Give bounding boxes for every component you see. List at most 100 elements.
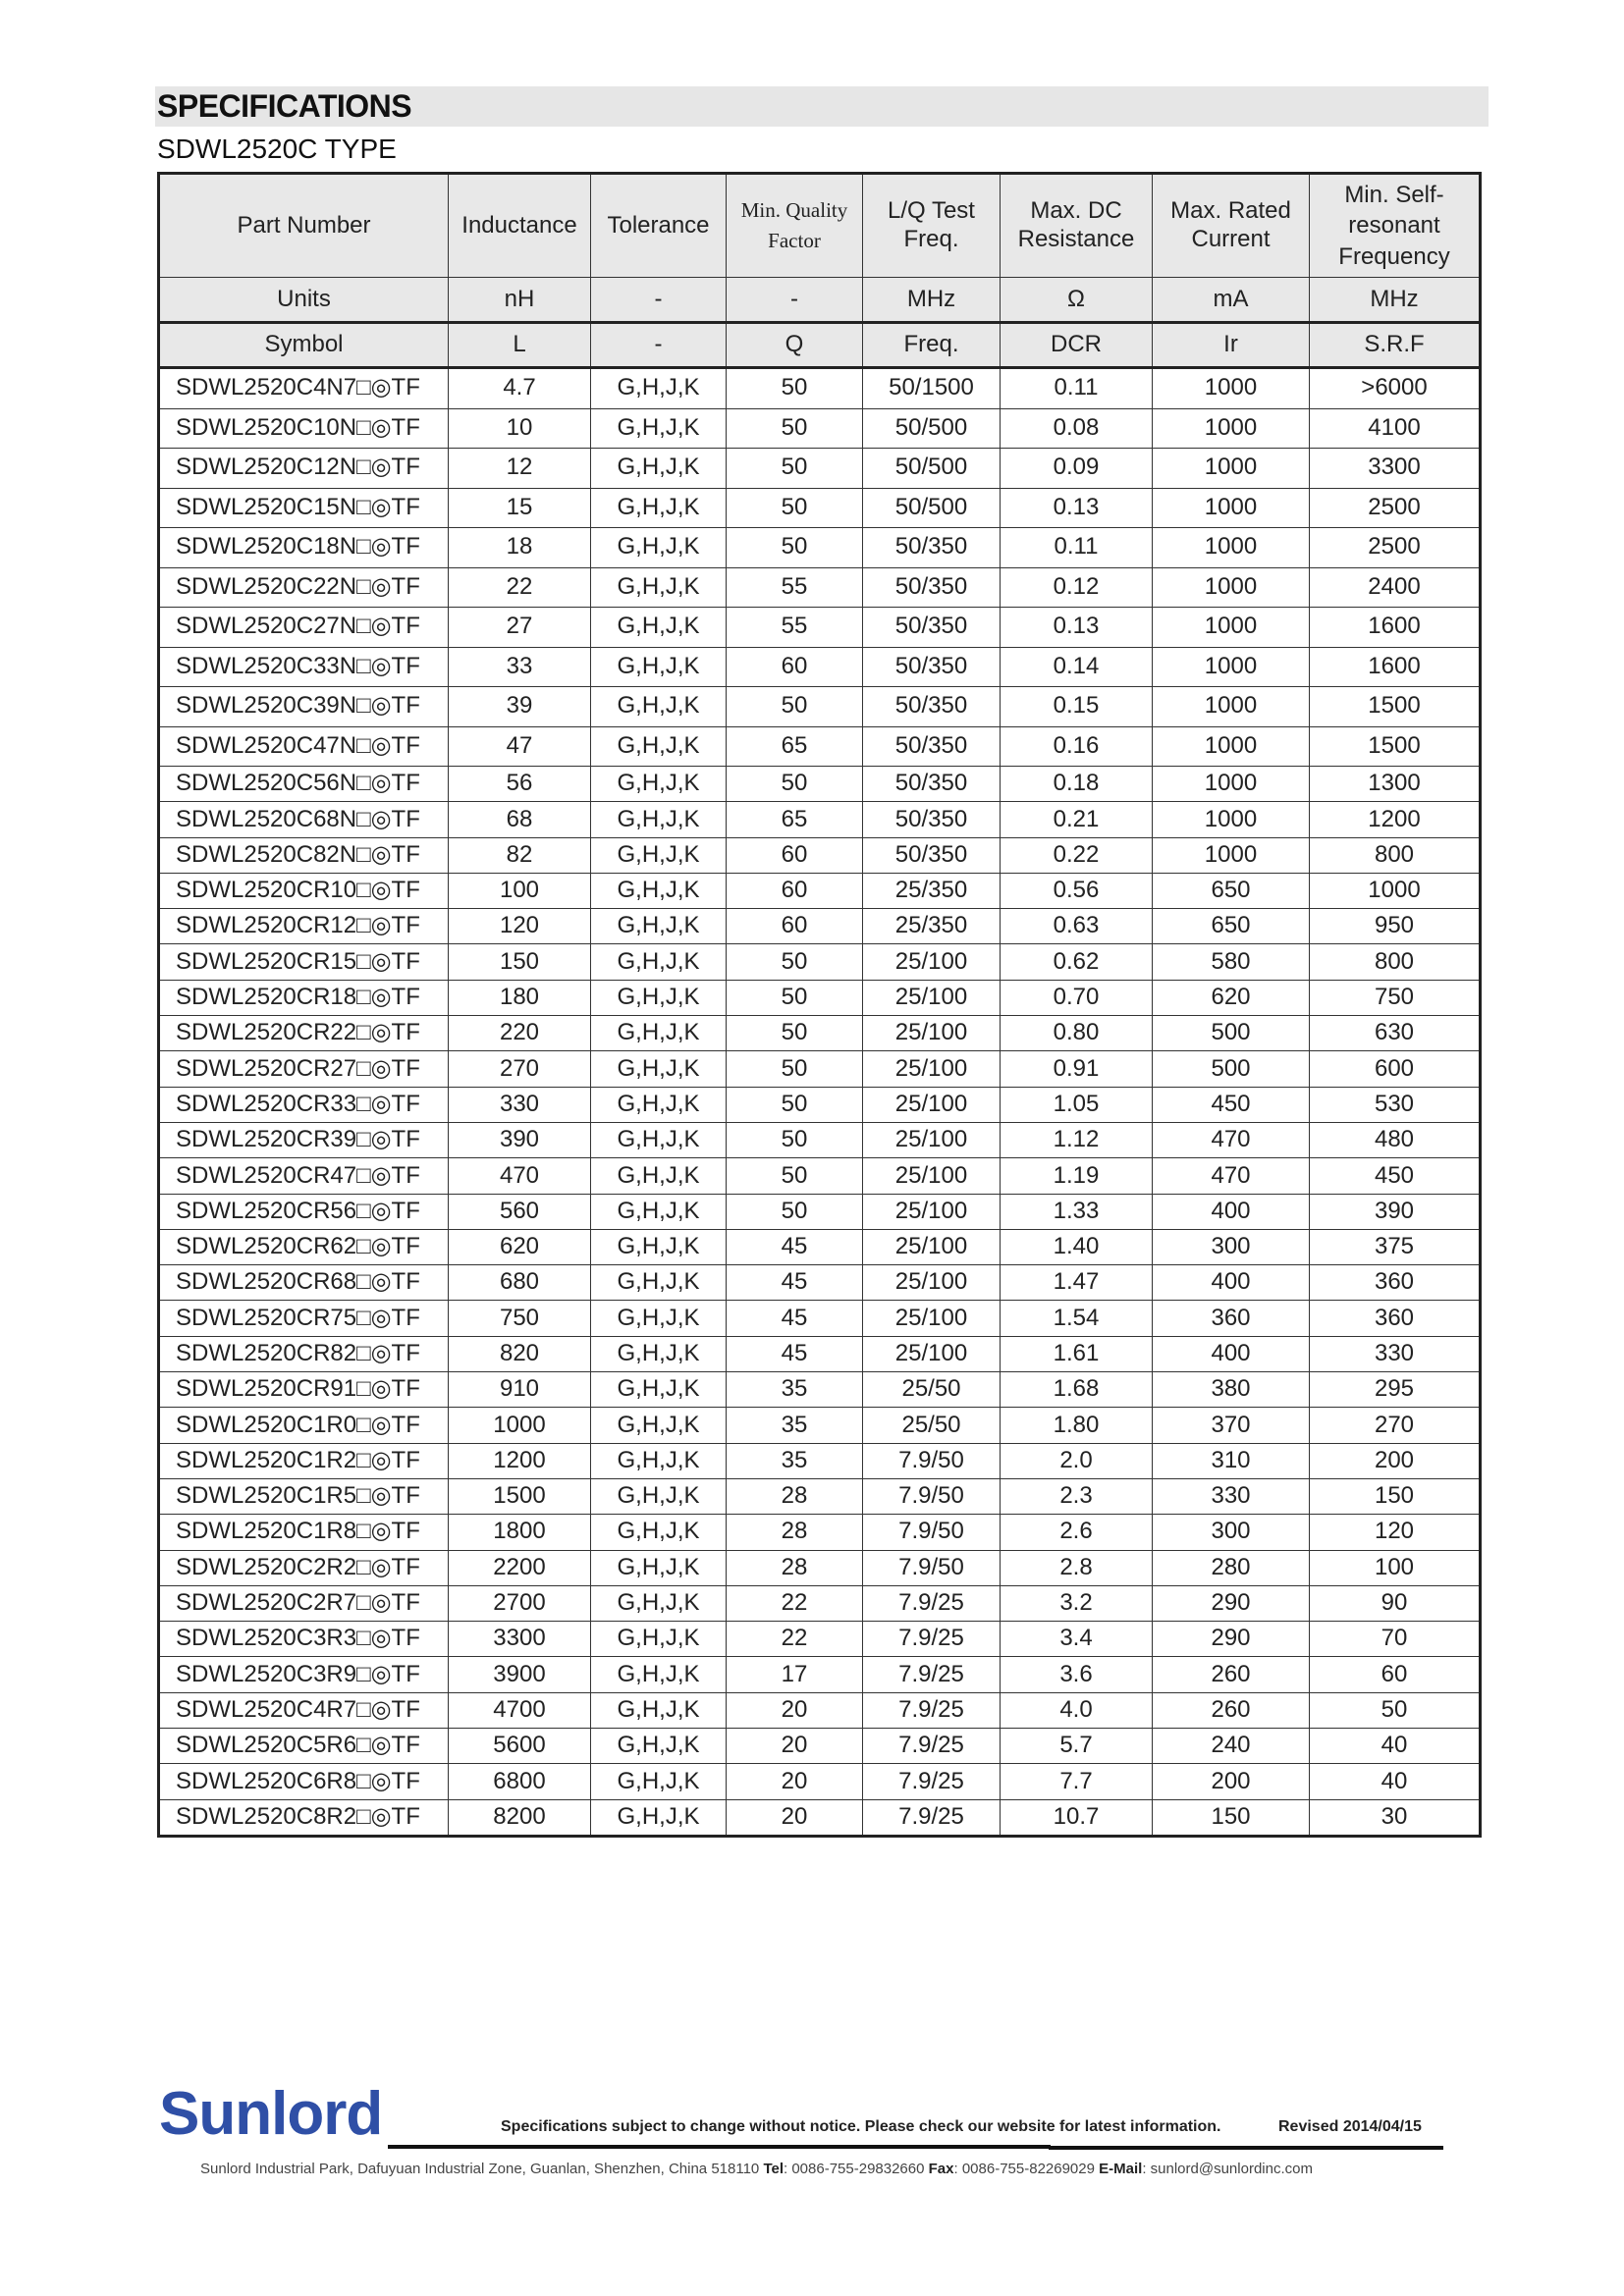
value-cell: 50/500: [862, 448, 1001, 489]
value-cell: 1000: [1152, 765, 1310, 803]
value-cell: G,H,J,K: [590, 1228, 727, 1266]
value-cell: 25/100: [862, 979, 1001, 1017]
value-cell: 4.0: [1000, 1691, 1153, 1730]
value-cell: 0.70: [1000, 979, 1153, 1017]
value-cell: 50/350: [862, 801, 1001, 838]
value-cell: 0.11: [1000, 367, 1153, 409]
value-cell: 750: [448, 1300, 591, 1337]
value-cell: G,H,J,K: [590, 1264, 727, 1302]
value-cell: 620: [1152, 979, 1310, 1017]
value-cell: 20: [726, 1728, 863, 1765]
value-cell: G,H,J,K: [590, 607, 727, 648]
value-cell: 820: [448, 1335, 591, 1373]
value-cell: 370: [1152, 1407, 1310, 1444]
value-cell: 390: [448, 1121, 591, 1159]
value-cell: 25/350: [862, 872, 1001, 910]
value-cell: 2500: [1309, 487, 1481, 528]
tel: : 0086-755-29832660: [784, 2161, 925, 2177]
value-cell: G,H,J,K: [590, 1442, 727, 1479]
value-cell: 1200: [448, 1442, 591, 1479]
revision-date: Revised 2014/04/15: [1278, 2118, 1422, 2135]
value-cell: G,H,J,K: [590, 765, 727, 803]
value-cell: 70: [1309, 1621, 1481, 1658]
value-cell: 580: [1152, 943, 1310, 981]
value-cell: G,H,J,K: [590, 1728, 727, 1765]
value-cell: 530: [1309, 1086, 1481, 1123]
fax: : 0086-755-82269029: [953, 2161, 1095, 2177]
value-cell: 50: [726, 487, 863, 528]
value-cell: 50: [1309, 1691, 1481, 1730]
part-number-cell: SDWL2520CR10□◎TF: [158, 872, 449, 910]
value-cell: 25/50: [862, 1407, 1001, 1444]
value-cell: 630: [1309, 1015, 1481, 1052]
value-cell: 1000: [1152, 566, 1310, 608]
value-cell: G,H,J,K: [590, 801, 727, 838]
value-cell: G,H,J,K: [590, 908, 727, 945]
value-cell: 50/350: [862, 836, 1001, 874]
email: : sunlord@sunlordinc.com: [1142, 2161, 1313, 2177]
value-cell: 7.9/50: [862, 1549, 1001, 1586]
value-cell: 360: [1309, 1264, 1481, 1302]
value-cell: 25/100: [862, 1300, 1001, 1337]
value-cell: 45: [726, 1264, 863, 1302]
part-number-cell: SDWL2520C2R2□◎TF: [158, 1549, 449, 1586]
value-cell: 28: [726, 1477, 863, 1516]
value-cell: 180: [448, 979, 591, 1017]
value-cell: 270: [448, 1050, 591, 1088]
value-cell: 3.6: [1000, 1656, 1153, 1693]
value-cell: 10: [448, 407, 591, 449]
value-cell: G,H,J,K: [590, 1549, 727, 1586]
value-cell: 25/100: [862, 1157, 1001, 1195]
value-cell: G,H,J,K: [590, 943, 727, 981]
value-cell: 7.9/50: [862, 1514, 1001, 1551]
value-cell: 0.22: [1000, 836, 1153, 874]
value-cell: 0.14: [1000, 646, 1153, 687]
value-cell: G,H,J,K: [590, 566, 727, 608]
value-cell: 2700: [448, 1584, 591, 1623]
value-cell: G,H,J,K: [590, 836, 727, 874]
value-cell: 50: [726, 367, 863, 409]
value-cell: 60: [726, 872, 863, 910]
table-row: SDWL2520CR18□◎TF 180 G,H,J,K 50 25/100 0.70 62…: [158, 979, 1481, 1017]
value-cell: 12: [448, 448, 591, 489]
value-cell: 22: [726, 1584, 863, 1623]
value-cell: 45: [726, 1335, 863, 1373]
value-cell: G,H,J,K: [590, 1656, 727, 1693]
table-row: SDWL2520CR47□◎TF 470 G,H,J,K 50 25/100 1.19 47…: [158, 1157, 1481, 1195]
part-number-cell: SDWL2520CR56□◎TF: [158, 1193, 449, 1230]
value-cell: 120: [448, 908, 591, 945]
value-cell: 50/350: [862, 765, 1001, 803]
value-cell: 390: [1309, 1193, 1481, 1230]
column-header: Max. Rated Current: [1152, 173, 1310, 278]
part-number-cell: SDWL2520C22N□◎TF: [158, 566, 449, 608]
value-cell: 300: [1152, 1514, 1310, 1551]
table-row: SDWL2520C12N□◎TF 12 G,H,J,K 50 50/500 0.09 100…: [158, 448, 1481, 489]
value-cell: G,H,J,K: [590, 487, 727, 528]
value-cell: 600: [1309, 1050, 1481, 1088]
value-cell: 56: [448, 765, 591, 803]
value-cell: 0.18: [1000, 765, 1153, 803]
part-number-cell: SDWL2520C4R7□◎TF: [158, 1691, 449, 1730]
table-row: SDWL2520CR39□◎TF 390 G,H,J,K 50 25/100 1.12 47…: [158, 1121, 1481, 1159]
value-cell: G,H,J,K: [590, 1086, 727, 1123]
part-number-cell: SDWL2520C1R8□◎TF: [158, 1514, 449, 1551]
value-cell: 7.9/50: [862, 1442, 1001, 1479]
table-row: SDWL2520C8R2□◎TF 8200 G,H,J,K 20 7.9/25 10.7 1…: [158, 1798, 1481, 1837]
value-cell: 0.08: [1000, 407, 1153, 449]
value-cell: 380: [1152, 1371, 1310, 1409]
value-cell: G,H,J,K: [590, 1121, 727, 1159]
part-number-cell: SDWL2520C12N□◎TF: [158, 448, 449, 489]
part-number-cell: SDWL2520C56N□◎TF: [158, 765, 449, 803]
value-cell: G,H,J,K: [590, 686, 727, 727]
value-cell: 650: [1152, 872, 1310, 910]
value-cell: 39: [448, 686, 591, 727]
value-cell: 1500: [1309, 686, 1481, 727]
value-cell: G,H,J,K: [590, 1477, 727, 1516]
value-cell: 1.05: [1000, 1086, 1153, 1123]
value-cell: 50: [726, 407, 863, 449]
value-cell: 360: [1309, 1300, 1481, 1337]
table-row: SDWL2520C1R8□◎TF 1800 G,H,J,K 28 7.9/50 2.6 30…: [158, 1514, 1481, 1551]
value-cell: 1.33: [1000, 1193, 1153, 1230]
table-row: SDWL2520C3R3□◎TF 3300 G,H,J,K 22 7.9/25 3.4 29…: [158, 1621, 1481, 1658]
value-cell: 25/100: [862, 1264, 1001, 1302]
